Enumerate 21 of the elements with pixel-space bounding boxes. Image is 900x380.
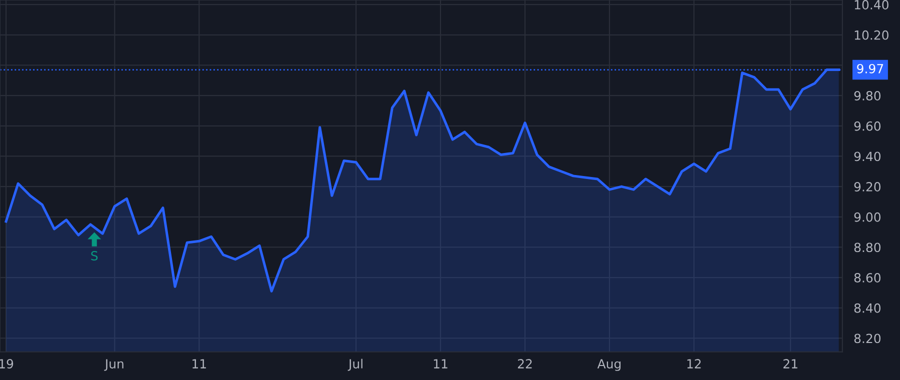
- y-tick-label: 9.00: [854, 212, 881, 222]
- y-tick-label: 8.20: [854, 334, 881, 344]
- y-tick-label: 9.60: [854, 121, 881, 131]
- x-tick-label: Aug: [597, 359, 621, 371]
- y-tick-label: 8.80: [854, 242, 881, 252]
- y-tick-label: 9.40: [854, 152, 881, 162]
- x-tick-label: 11: [192, 359, 206, 368]
- x-tick-label: 22: [518, 359, 532, 368]
- x-tick-label: 12: [687, 359, 701, 368]
- x-tick-label: Jul: [348, 358, 362, 371]
- y-tick-label: 10.20: [854, 30, 888, 40]
- y-tick-label: 10.40: [854, 0, 888, 10]
- annotation: S: [91, 251, 98, 260]
- x-tick-label: 11: [434, 359, 448, 368]
- y-tick-label: 9.20: [854, 182, 881, 192]
- ref-line-label: 9.97: [857, 64, 884, 74]
- y-tick-label: 9.80: [854, 91, 881, 100]
- x-tick-label: Jun: [104, 359, 124, 371]
- y-tick-label: 8.40: [854, 303, 881, 313]
- y-tick-label: 8.60: [854, 273, 881, 282]
- x-tick-label: 21: [783, 359, 798, 368]
